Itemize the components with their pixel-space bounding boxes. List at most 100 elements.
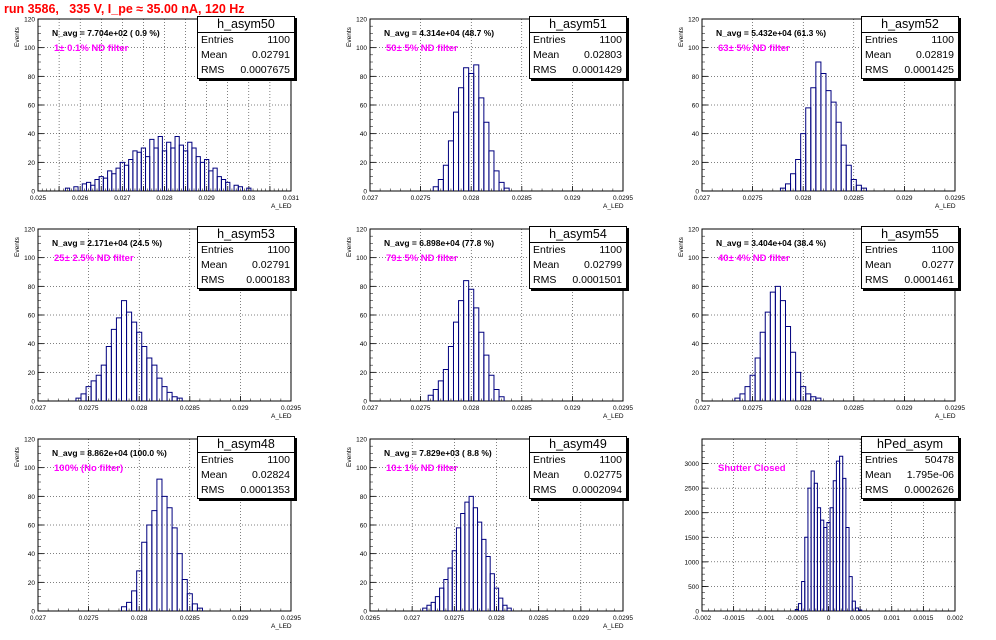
- x-tick-label: 0.0275: [743, 405, 763, 412]
- histogram-panel-h_asym48: 0.027 0.0275 0.028 0.0285 0.029 0.0295 0 20 40 60…: [0, 432, 332, 640]
- y-tick-label: 40: [28, 341, 36, 348]
- stats-label-rms: RMS: [201, 274, 225, 286]
- y-tick-label: 40: [28, 551, 36, 558]
- x-tick-label: 0.0275: [411, 405, 431, 412]
- x-tick-label: 0.0285: [844, 195, 864, 202]
- stats-row-rms: RMS 0.0001425: [862, 63, 958, 78]
- x-axis-label: A_LED: [935, 203, 956, 210]
- stats-value-entries: 1100: [599, 34, 622, 46]
- histogram-bin: [90, 380, 97, 401]
- x-tick-label: 0.029: [896, 405, 913, 412]
- histogram-bin: [170, 147, 176, 191]
- histogram-bin: [790, 351, 797, 401]
- histogram-bin: [498, 597, 504, 611]
- y-tick-label: 20: [28, 370, 36, 377]
- histogram-bin: [146, 524, 153, 611]
- histogram-plot: -0.002 -0.0015 -0.001 -0.0005 0 0.0005 0.001 0.…: [685, 438, 964, 622]
- run-title: run 3586, 335 V, I_pe ≈ 35.00 nA, 120 Hz: [4, 2, 245, 16]
- stats-row-rms: RMS 0.0007675: [198, 63, 294, 78]
- histogram-bin: [225, 181, 231, 191]
- histogram-plot: 0.027 0.0275 0.028 0.0285 0.029 0.0295 0 20 40 60…: [688, 17, 965, 203]
- histogram-bin: [493, 389, 500, 401]
- stats-box: h_asym52 Entries 1100 Mean 0.02819 RMS 0.00014…: [861, 16, 959, 79]
- stats-value-entries: 1100: [267, 244, 290, 256]
- stats-label-rms: RMS: [533, 484, 557, 496]
- histogram-bin: [191, 147, 197, 191]
- x-axis-label: A_LED: [603, 203, 624, 210]
- x-tick-label: 0.028: [488, 615, 505, 622]
- histogram-panel-hPed_asym: -0.002 -0.0015 -0.001 -0.0005 0 0.0005 0.001 0.…: [664, 432, 996, 640]
- histogram-panel-h_asym50: 0.025 0.026 0.027 0.028 0.029 0.03 0.031 0 20 40 6…: [0, 12, 332, 220]
- x-tick-label: 0.0285: [180, 615, 200, 622]
- histogram-bin: [858, 609, 863, 611]
- stats-label-rms: RMS: [201, 484, 225, 496]
- stats-label-mean: Mean: [865, 49, 892, 61]
- stats-label-mean: Mean: [533, 49, 560, 61]
- histogram-bin: [458, 87, 465, 191]
- histogram-panel-h_asym55: 0.027 0.0275 0.028 0.0285 0.029 0.0295 0 20 40 60…: [664, 222, 996, 430]
- x-axis-label: A_LED: [603, 623, 624, 630]
- stats-label-rms: RMS: [201, 64, 225, 76]
- histogram-bin: [196, 607, 203, 611]
- y-tick-label: 0: [363, 609, 367, 616]
- x-tick-label: 0.0295: [613, 405, 633, 412]
- x-tick-label: 0.028: [795, 195, 812, 202]
- histogram-bin: [131, 321, 138, 401]
- x-tick-label: 0.027: [404, 615, 421, 622]
- stats-row-mean: Mean 0.02824: [198, 468, 294, 483]
- histogram-bin: [464, 501, 470, 611]
- stats-label-entries: Entries: [533, 244, 566, 256]
- stats-box: hPed_asym Entries 50478 Mean 1.795e-06 RMS 0.0…: [861, 436, 959, 499]
- histogram-bin: [146, 357, 153, 401]
- histogram-bin: [795, 158, 802, 191]
- stats-value-entries: 1100: [599, 244, 622, 256]
- histogram-bin: [860, 187, 867, 191]
- histogram-bin: [845, 526, 850, 611]
- filter-label: 63± 5% ND filter: [718, 43, 790, 54]
- filter-label: 25± 2.5% ND filter: [54, 253, 134, 264]
- histogram-name: h_asym48: [198, 437, 294, 453]
- histogram-bin: [485, 556, 491, 611]
- y-tick-label: 40: [360, 341, 368, 348]
- x-tick-label: 0.028: [131, 615, 148, 622]
- stats-row-rms: RMS 0.0001501: [530, 273, 626, 288]
- stats-row-rms: RMS 0.0001429: [530, 63, 626, 78]
- histogram-plot: 0.027 0.0275 0.028 0.0285 0.029 0.0295 0 20 40 60…: [356, 17, 633, 203]
- stats-value-mean: 0.02824: [252, 469, 290, 481]
- y-axis-label: Events: [346, 237, 353, 257]
- histogram-name: h_asym51: [530, 17, 626, 33]
- stats-row-mean: Mean 0.02819: [862, 48, 958, 63]
- y-tick-label: 100: [24, 45, 35, 52]
- y-tick-label: 60: [360, 313, 368, 320]
- stats-value-entries: 50478: [924, 454, 954, 466]
- y-tick-label: 80: [28, 494, 36, 501]
- histogram-bin: [105, 346, 112, 401]
- stats-row-entries: Entries 1100: [862, 243, 958, 258]
- x-tick-label: 0.028: [463, 405, 480, 412]
- histogram-bin: [784, 325, 792, 401]
- y-tick-label: 80: [28, 74, 36, 81]
- histogram-bin: [153, 147, 159, 191]
- y-tick-label: 20: [28, 580, 36, 587]
- x-tick-label: 0.027: [362, 405, 379, 412]
- histogram-bin: [447, 567, 453, 611]
- stats-label-entries: Entries: [201, 244, 234, 256]
- stats-label-rms: RMS: [865, 64, 889, 76]
- y-tick-label: 1000: [685, 559, 700, 566]
- stats-row-rms: RMS 0.0001461: [862, 273, 958, 288]
- histogram-bin: [166, 141, 172, 191]
- x-tick-label: 0.028: [156, 195, 173, 202]
- stats-value-rms: 0.0001461: [904, 274, 954, 286]
- x-tick-label: 0.028: [463, 195, 480, 202]
- histogram-bin: [805, 107, 812, 191]
- y-tick-label: 100: [356, 45, 367, 52]
- stats-row-entries: Entries 1100: [198, 453, 294, 468]
- histogram-bin: [128, 158, 134, 191]
- y-axis-label: Events: [346, 447, 353, 467]
- navg-label: N_avg = 8.862e+04 (100.0 %): [52, 448, 167, 458]
- x-tick-label: 0.029: [564, 195, 581, 202]
- x-tick-label: 0.0275: [411, 195, 431, 202]
- x-tick-label: 0.0005: [850, 615, 870, 622]
- stats-row-mean: Mean 0.02775: [530, 468, 626, 483]
- y-axis-label: Events: [14, 237, 21, 257]
